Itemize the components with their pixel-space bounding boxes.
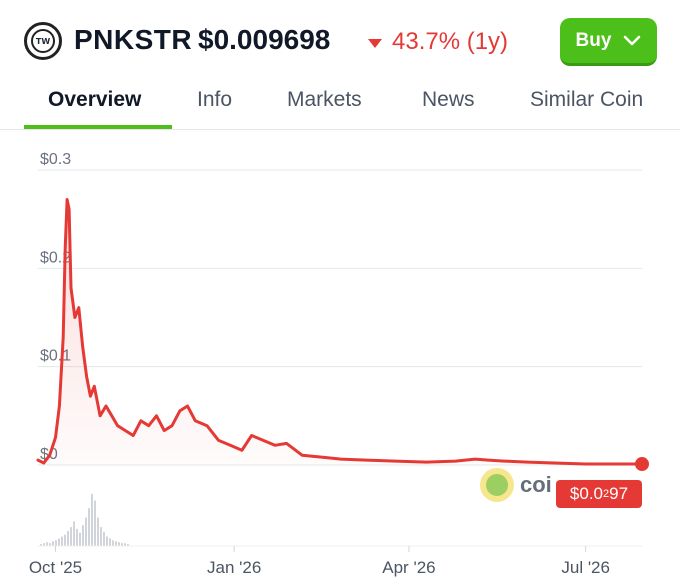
price-area-fill — [38, 199, 642, 465]
active-tab-indicator — [24, 125, 172, 129]
volume-bar — [67, 530, 69, 546]
volume-bar — [52, 541, 54, 546]
volume-bar — [100, 527, 102, 546]
y-tick-label: $0.3 — [40, 151, 71, 168]
x-tick-label: Oct '25 — [29, 558, 82, 577]
current-price-badge-head: $0.0 — [569, 484, 604, 503]
volume-bar — [43, 543, 45, 546]
current-price-dot — [635, 457, 649, 472]
coin-logo-mark: TW — [31, 29, 55, 53]
volume-bar — [94, 500, 96, 546]
coin-price: $0.009698 — [198, 24, 331, 55]
x-tick-label: Jan '26 — [207, 558, 261, 577]
coin-header: TW PNKSTR $0.009698 43.7% (1y) Buy — [0, 0, 680, 80]
buy-button-label: Buy — [575, 29, 612, 51]
volume-bar — [121, 543, 123, 546]
tab-news[interactable]: News — [422, 88, 475, 111]
tab-info[interactable]: Info — [197, 88, 233, 111]
volume-bar — [127, 544, 129, 546]
tab-similar-coin[interactable]: Similar Coin — [530, 88, 644, 111]
volume-bar — [79, 532, 81, 546]
current-price-badge-tail: 97 — [609, 484, 629, 503]
volume-bar — [112, 540, 114, 546]
price-change-value: 43.7% (1y) — [392, 28, 509, 55]
tab-bar: Overview Info Markets News Similar Coin — [0, 78, 680, 130]
volume-bar — [55, 540, 57, 546]
coin-logo: TW — [24, 22, 62, 60]
volume-bar — [103, 531, 105, 546]
down-triangle-icon — [368, 38, 382, 48]
volume-bar — [76, 529, 78, 546]
volume-bar — [106, 536, 108, 546]
tab-overview[interactable]: Overview — [48, 88, 142, 111]
volume-bar — [40, 544, 42, 546]
x-tick-label: Jul '26 — [561, 558, 610, 577]
volume-bar — [124, 543, 126, 546]
volume-bar — [118, 542, 120, 546]
volume-bar — [70, 527, 72, 546]
buy-button[interactable]: Buy — [560, 18, 657, 66]
volume-bar — [82, 525, 84, 546]
gecko-logo-icon — [480, 468, 514, 502]
volume-bar — [115, 541, 117, 546]
volume-bar — [85, 517, 87, 546]
volume-bar — [46, 542, 48, 546]
volume-bar — [64, 534, 66, 546]
volume-bar — [58, 538, 60, 546]
volume-bar — [97, 517, 99, 546]
current-price-badge: $0.0 2 97 — [556, 480, 642, 508]
tab-markets[interactable]: Markets — [287, 88, 362, 111]
watermark-text: coi — [520, 472, 552, 497]
current-price-badge-sub: 2 — [603, 488, 610, 500]
volume-bar — [61, 536, 63, 546]
price-line — [36, 198, 644, 466]
coingecko-watermark: coi — [480, 468, 552, 502]
price-change: 43.7% (1y) — [368, 28, 508, 56]
chevron-down-icon — [624, 35, 641, 45]
volume-bar — [88, 508, 90, 546]
volume-bar — [73, 521, 75, 546]
volume-bar — [91, 494, 93, 546]
coin-symbol: PNKSTR — [74, 24, 193, 55]
x-tick-label: Apr '26 — [382, 558, 435, 577]
volume-bar — [109, 538, 111, 546]
volume-bar — [49, 543, 51, 546]
